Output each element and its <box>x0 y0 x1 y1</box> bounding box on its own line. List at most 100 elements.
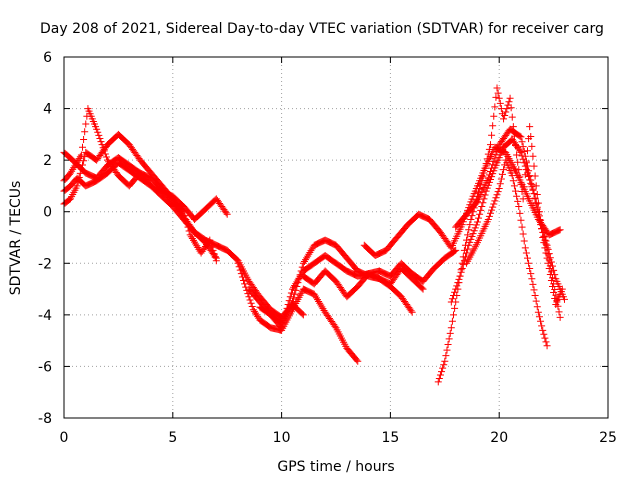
data-point <box>493 84 501 92</box>
data-point <box>241 280 249 288</box>
data-point <box>100 147 108 155</box>
data-point <box>489 203 497 211</box>
series-track-m <box>452 125 568 303</box>
x-tick-label: 5 <box>168 430 177 446</box>
data-point <box>537 216 545 224</box>
data-point <box>418 284 426 292</box>
data-point <box>538 322 546 330</box>
data-point <box>479 173 487 181</box>
data-point <box>237 270 245 278</box>
y-tick-label: 6 <box>43 50 52 66</box>
data-point <box>191 238 199 246</box>
data-point <box>528 275 536 283</box>
data-point <box>245 293 253 301</box>
data-point <box>513 192 521 200</box>
data-point <box>193 242 201 250</box>
data-point <box>471 224 479 232</box>
data-point <box>466 238 474 246</box>
data-point <box>517 216 525 224</box>
y-tick-label: -6 <box>38 359 52 375</box>
data-point <box>278 324 286 332</box>
data-point <box>486 209 494 217</box>
data-point <box>77 151 85 159</box>
data-point <box>546 254 554 262</box>
data-point <box>552 291 560 299</box>
data-point <box>484 174 492 182</box>
data-point <box>290 294 298 302</box>
data-point <box>483 155 491 163</box>
data-point <box>490 200 498 208</box>
y-tick-label: -4 <box>38 308 52 324</box>
data-point <box>453 282 461 290</box>
data-point <box>97 138 105 146</box>
data-point <box>484 150 492 158</box>
data-point <box>528 142 536 150</box>
data-point <box>523 162 531 170</box>
data-point <box>535 313 543 321</box>
data-point <box>472 221 480 229</box>
data-point <box>500 166 508 174</box>
data-point <box>458 264 466 272</box>
data-point <box>532 199 540 207</box>
data-point <box>468 212 476 220</box>
data-point <box>476 185 484 193</box>
data-point <box>500 115 508 123</box>
data-point <box>543 342 551 350</box>
data-point <box>240 276 248 284</box>
data-point <box>519 195 527 203</box>
data-point <box>188 235 196 243</box>
data-point <box>486 167 494 175</box>
data-point <box>521 244 529 252</box>
data-point <box>287 289 295 297</box>
data-point <box>531 292 539 300</box>
data-point <box>480 169 488 177</box>
data-point <box>315 297 323 305</box>
data-point <box>523 254 531 262</box>
data-point <box>308 245 316 253</box>
data-point <box>285 297 293 305</box>
data-point <box>514 197 522 205</box>
data-point <box>318 303 326 311</box>
data-point <box>448 317 456 325</box>
data-point <box>282 308 290 316</box>
data-point <box>303 254 311 262</box>
data-point <box>73 182 81 190</box>
data-point <box>526 172 534 180</box>
data-point <box>517 133 525 141</box>
data-point <box>407 307 415 315</box>
data-point <box>291 281 299 289</box>
data-point <box>189 236 197 244</box>
data-point <box>451 247 459 255</box>
y-tick-label: 4 <box>43 102 52 118</box>
data-point <box>533 203 541 211</box>
data-point <box>209 246 217 254</box>
data-point <box>179 207 187 215</box>
data-point <box>353 356 361 364</box>
data-point <box>476 210 484 218</box>
data-point <box>491 154 499 162</box>
data-point <box>516 147 524 155</box>
data-point <box>556 226 564 234</box>
data-point <box>440 361 448 369</box>
data-point <box>450 292 458 300</box>
data-point <box>482 187 490 195</box>
y-tick-label: -8 <box>38 411 52 427</box>
y-tick-label: 2 <box>43 153 52 169</box>
data-point <box>75 155 83 163</box>
data-point <box>529 280 537 288</box>
data-point <box>305 250 313 258</box>
data-point <box>491 103 499 111</box>
data-points <box>60 84 568 386</box>
data-point <box>455 275 463 283</box>
data-point <box>554 302 562 310</box>
data-point <box>419 285 427 293</box>
data-point <box>527 270 535 278</box>
data-point <box>553 297 561 305</box>
data-point <box>223 210 231 218</box>
data-point <box>481 191 489 199</box>
data-point <box>222 209 230 217</box>
data-point <box>528 181 536 189</box>
data-point <box>494 89 502 97</box>
data-point <box>310 290 318 298</box>
data-point <box>234 259 242 267</box>
